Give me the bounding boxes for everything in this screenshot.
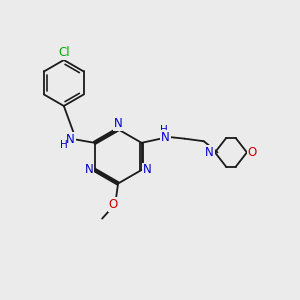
Text: N: N	[161, 130, 170, 144]
Text: N: N	[143, 164, 152, 176]
Text: O: O	[248, 146, 257, 159]
Text: O: O	[109, 198, 118, 211]
Text: N: N	[205, 146, 214, 159]
Text: Cl: Cl	[58, 46, 70, 59]
Text: H: H	[60, 140, 68, 150]
Text: H: H	[160, 125, 168, 135]
Text: N: N	[114, 117, 123, 130]
Text: N: N	[85, 164, 93, 176]
Text: N: N	[66, 133, 75, 146]
